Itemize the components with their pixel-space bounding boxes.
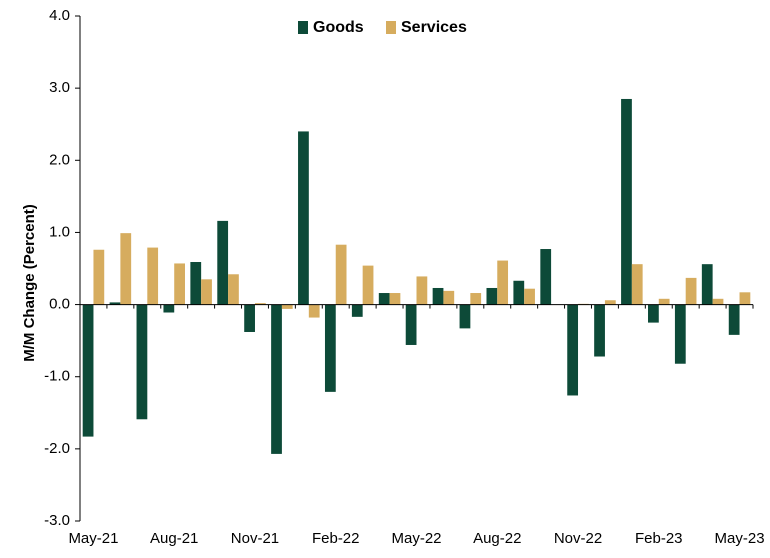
goods-bar bbox=[378, 293, 390, 305]
x-tick-label: May-21 bbox=[68, 530, 118, 547]
goods-bar bbox=[190, 262, 202, 305]
x-tick-label: Aug-22 bbox=[473, 530, 521, 547]
goods-bar bbox=[728, 304, 740, 335]
goods-bar bbox=[82, 304, 94, 437]
legend-swatch-goods bbox=[298, 21, 308, 34]
goods-bar bbox=[701, 264, 713, 305]
goods-bar bbox=[324, 304, 336, 392]
goods-bar bbox=[136, 304, 148, 420]
services-bar bbox=[739, 292, 751, 305]
y-tick-label: -2.0 bbox=[44, 440, 70, 457]
services-bar bbox=[93, 249, 105, 305]
goods-bar bbox=[486, 287, 498, 305]
goods-bar bbox=[109, 302, 121, 305]
goods-bar bbox=[271, 304, 282, 454]
services-bar bbox=[712, 298, 724, 305]
goods-bar bbox=[567, 304, 579, 396]
goods-bar bbox=[621, 98, 632, 305]
legend-label-goods: Goods bbox=[313, 19, 364, 36]
goods-bar bbox=[351, 304, 363, 317]
bars bbox=[82, 98, 751, 454]
services-bar bbox=[147, 247, 159, 305]
services-bar bbox=[416, 276, 428, 305]
goods-bar bbox=[217, 220, 229, 305]
goods-bar bbox=[513, 280, 525, 305]
y-tick-label: 0.0 bbox=[49, 296, 70, 313]
x-tick-label: Feb-22 bbox=[312, 530, 360, 547]
x-tick-label: Feb-23 bbox=[635, 530, 683, 547]
services-bar bbox=[443, 290, 455, 305]
services-bar bbox=[308, 304, 320, 318]
services-bar bbox=[604, 300, 616, 305]
y-tick-label: 1.0 bbox=[49, 223, 70, 240]
services-bar bbox=[254, 303, 266, 305]
goods-bar bbox=[459, 304, 471, 329]
legend: Goods Services bbox=[298, 19, 467, 36]
goods-bar bbox=[298, 131, 309, 305]
goods-bar bbox=[594, 304, 605, 357]
y-tick-label: -1.0 bbox=[44, 368, 70, 385]
services-bar bbox=[201, 279, 212, 305]
axes: -3.0 -2.0 -1.0 0.0 1.0 2.0 3.0 4.0 May-21 Aug-21 N… bbox=[44, 7, 764, 547]
legend-swatch-services bbox=[386, 21, 396, 34]
services-bar bbox=[362, 265, 374, 305]
goods-bar bbox=[405, 304, 417, 345]
services-bar bbox=[228, 274, 239, 305]
goods-bar bbox=[648, 304, 659, 323]
services-bar bbox=[631, 264, 643, 305]
services-bar bbox=[120, 233, 132, 305]
services-bar bbox=[174, 263, 185, 305]
legend-label-services: Services bbox=[401, 19, 467, 36]
y-tick-label: 4.0 bbox=[49, 7, 70, 24]
services-bar bbox=[335, 244, 347, 305]
x-tick-label: May-22 bbox=[391, 530, 441, 547]
goods-bar bbox=[432, 287, 444, 305]
x-tick-label: Nov-21 bbox=[231, 530, 279, 547]
x-tick-label: May-23 bbox=[715, 530, 765, 547]
goods-bar bbox=[674, 304, 686, 364]
services-bar bbox=[497, 260, 509, 305]
y-tick-label: 2.0 bbox=[49, 151, 70, 168]
y-tick-label: 3.0 bbox=[49, 79, 70, 96]
services-bar bbox=[685, 277, 697, 305]
services-bar bbox=[389, 293, 401, 305]
services-bar bbox=[281, 304, 293, 309]
x-tick-label: Nov-22 bbox=[554, 530, 602, 547]
goods-bar bbox=[540, 249, 552, 305]
services-bar bbox=[470, 293, 482, 305]
y-tick-label: -3.0 bbox=[44, 512, 70, 529]
services-bar bbox=[658, 298, 670, 305]
x-tick-label: Aug-21 bbox=[150, 530, 198, 547]
goods-bar bbox=[244, 304, 255, 332]
services-bar bbox=[524, 288, 535, 305]
y-axis-title: M/M Change (Percent) bbox=[21, 204, 38, 362]
goods-bar bbox=[163, 304, 175, 313]
